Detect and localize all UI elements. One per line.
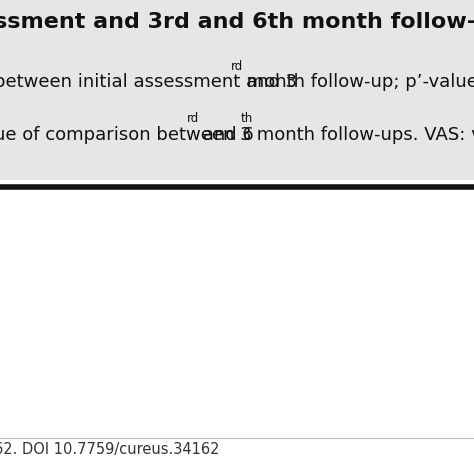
Text: rd: rd — [231, 60, 243, 73]
Text: ue of comparison between 3: ue of comparison between 3 — [0, 126, 252, 144]
Text: between initial assessment and 3: between initial assessment and 3 — [0, 73, 298, 91]
Text: rd: rd — [187, 112, 199, 125]
Text: 62. DOI 10.7759/cureus.34162: 62. DOI 10.7759/cureus.34162 — [0, 442, 220, 457]
Text: ssment and 3rd and 6th month follow-up consu: ssment and 3rd and 6th month follow-up c… — [0, 12, 474, 32]
Text: month follow-up; p’-value: p value of: month follow-up; p’-value: p value of — [241, 73, 474, 91]
Text: th: th — [241, 112, 254, 125]
FancyBboxPatch shape — [0, 0, 474, 180]
Text: month follow-ups. VAS: visual ana: month follow-ups. VAS: visual ana — [251, 126, 474, 144]
Text: and 6: and 6 — [197, 126, 254, 144]
